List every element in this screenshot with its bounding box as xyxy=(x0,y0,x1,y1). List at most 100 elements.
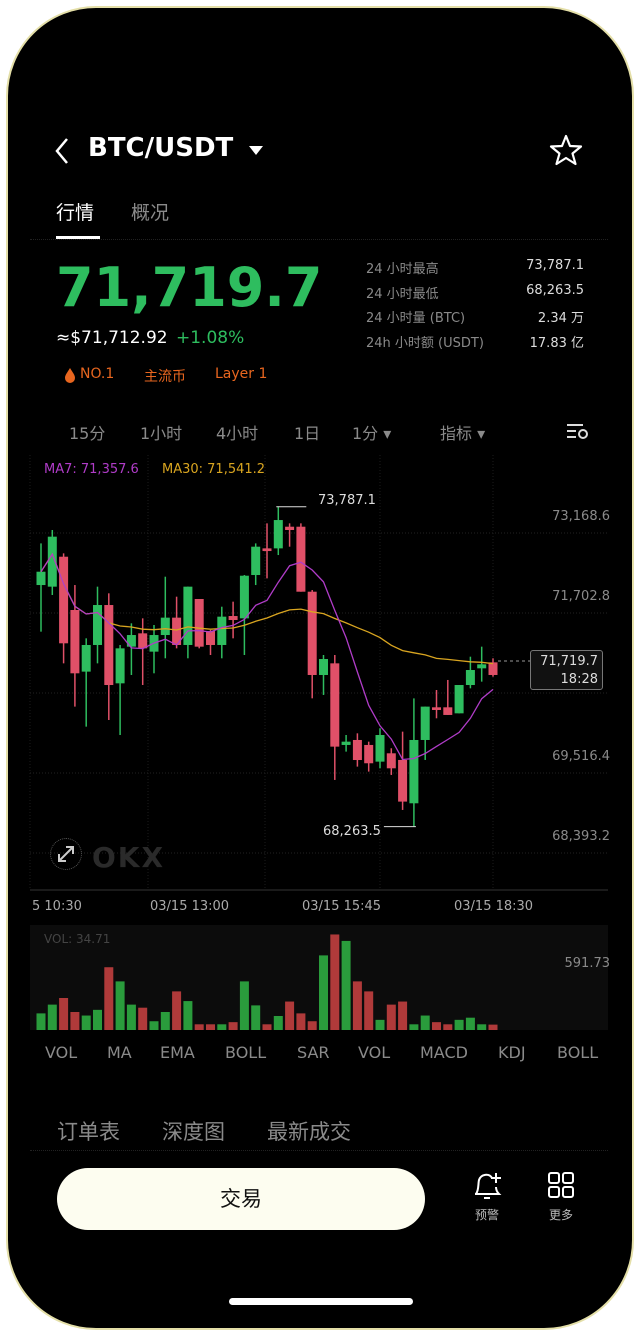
volume-bar xyxy=(149,1021,159,1030)
y-tick: 71,702.8 xyxy=(552,589,610,604)
indicator-dropdown[interactable]: 指标 ▾ xyxy=(440,424,486,443)
volume-bar xyxy=(172,991,182,1030)
volume-bar xyxy=(251,1005,261,1030)
volume-bar xyxy=(93,1009,102,1030)
tab-trades[interactable]: 最新成交 xyxy=(267,1120,351,1144)
volume-bar xyxy=(285,1001,295,1030)
candle xyxy=(386,753,396,769)
volume-bar xyxy=(296,1013,306,1030)
okx-watermark: OKX xyxy=(92,841,166,874)
ma30-legend: MA30: 71,541.2 xyxy=(162,462,266,477)
candle xyxy=(319,659,328,675)
volume-bar xyxy=(432,1022,441,1030)
usd-price: ≈$71,712.92 xyxy=(56,328,168,348)
timeframe-15m[interactable]: 15分 xyxy=(69,424,106,443)
timeframe-4h[interactable]: 4小时 xyxy=(216,424,259,443)
volume-bar xyxy=(81,1015,91,1030)
volume-bar xyxy=(454,1019,464,1030)
indicator-vol-sub[interactable]: VOL xyxy=(358,1043,391,1062)
tag-mainstream[interactable]: 主流币 xyxy=(144,369,186,385)
indicator-ema[interactable]: EMA xyxy=(160,1043,195,1062)
alert-button[interactable]: 预警 xyxy=(466,1170,508,1223)
volume-legend: VOL: 34.71 xyxy=(44,932,111,946)
low-label: 68,263.5 xyxy=(323,824,381,839)
candle xyxy=(251,546,261,576)
candle xyxy=(285,526,295,531)
candle xyxy=(183,586,193,645)
timeframe-1d[interactable]: 1日 xyxy=(294,424,321,443)
more-label: 更多 xyxy=(548,1208,573,1222)
volume-bar xyxy=(183,1001,193,1030)
tab-market[interactable]: 行情 xyxy=(56,202,95,224)
candle xyxy=(307,591,317,675)
star-icon[interactable] xyxy=(549,134,583,166)
fire-icon xyxy=(65,368,75,383)
volume-bar xyxy=(206,1024,215,1030)
fullscreen-button[interactable] xyxy=(50,838,82,870)
more-button[interactable]: 更多 xyxy=(540,1170,582,1223)
stat-label: 24 小时量 (BTC) xyxy=(366,311,466,326)
tag-layer1[interactable]: Layer 1 xyxy=(215,366,268,382)
indicator-vol[interactable]: VOL xyxy=(45,1043,78,1062)
volume-bar xyxy=(138,1007,148,1030)
volume-max: 591.73 xyxy=(564,956,611,971)
bell-plus-icon xyxy=(475,1173,502,1199)
volume-bar xyxy=(364,991,374,1030)
caret-down-icon[interactable] xyxy=(248,144,264,156)
tag-rank[interactable]: NO.1 xyxy=(80,366,115,382)
volume-bar xyxy=(273,1016,283,1030)
candle xyxy=(477,664,487,669)
x-tick: 03/15 18:30 xyxy=(454,899,534,914)
x-tick: 03/15 15:45 xyxy=(302,899,382,914)
volume-bar xyxy=(341,940,351,1030)
volume-bar xyxy=(477,1024,487,1030)
candle xyxy=(81,644,91,672)
tab-orderbook[interactable]: 订单表 xyxy=(57,1120,120,1144)
candle xyxy=(93,605,102,645)
pair-title[interactable]: BTC/USDT xyxy=(88,133,234,163)
volume-bar xyxy=(104,967,114,1030)
timeframe-1h[interactable]: 1小时 xyxy=(140,424,183,443)
indicator-macd[interactable]: MACD xyxy=(420,1043,468,1062)
home-indicator xyxy=(229,1298,413,1305)
candle xyxy=(454,685,464,714)
volume-bar xyxy=(409,1024,419,1030)
volume-bar xyxy=(228,1022,238,1030)
candle xyxy=(138,633,148,649)
volume-bar xyxy=(115,981,125,1030)
candle xyxy=(262,548,272,552)
indicator-boll-sub[interactable]: BOLL xyxy=(557,1043,599,1062)
timeframe-dropdown[interactable]: 1分 ▾ xyxy=(352,424,392,443)
stat-label: 24 小时最低 xyxy=(366,287,439,302)
trade-button[interactable]: 交易 xyxy=(57,1168,425,1230)
volume-bar xyxy=(319,955,328,1030)
indicator-kdj[interactable]: KDJ xyxy=(498,1043,526,1062)
stat-value: 2.34 万 xyxy=(537,311,584,326)
volume-bar xyxy=(194,1024,204,1030)
stat-value: 73,787.1 xyxy=(526,258,584,273)
candle xyxy=(194,598,204,647)
volume-bar xyxy=(352,981,362,1030)
indicator-sar[interactable]: SAR xyxy=(297,1043,330,1062)
chart-settings-icon[interactable] xyxy=(566,422,590,440)
current-price-tag: 71,719.7 18:28 xyxy=(530,650,603,690)
volume-bar xyxy=(262,1024,272,1030)
candle xyxy=(420,706,430,740)
stat-value: 17.83 亿 xyxy=(529,336,584,351)
volume-bar xyxy=(330,934,340,1030)
candle xyxy=(160,617,170,636)
indicator-ma[interactable]: MA xyxy=(107,1043,132,1062)
y-tick: 69,516.4 xyxy=(552,749,610,764)
volume-bar xyxy=(307,1021,317,1030)
tab-depth[interactable]: 深度图 xyxy=(162,1120,225,1144)
candle xyxy=(228,616,238,621)
indicator-boll[interactable]: BOLL xyxy=(225,1043,267,1062)
chevron-left-icon[interactable] xyxy=(52,136,72,166)
y-tick: 68,393.2 xyxy=(552,829,610,844)
volume-bar xyxy=(36,1013,46,1030)
candlestick-chart[interactable] xyxy=(0,0,640,1040)
volume-bar xyxy=(126,1004,136,1030)
y-tick: 73,168.6 xyxy=(552,509,610,524)
volume-bar xyxy=(375,1019,385,1030)
tab-overview[interactable]: 概况 xyxy=(131,202,170,224)
